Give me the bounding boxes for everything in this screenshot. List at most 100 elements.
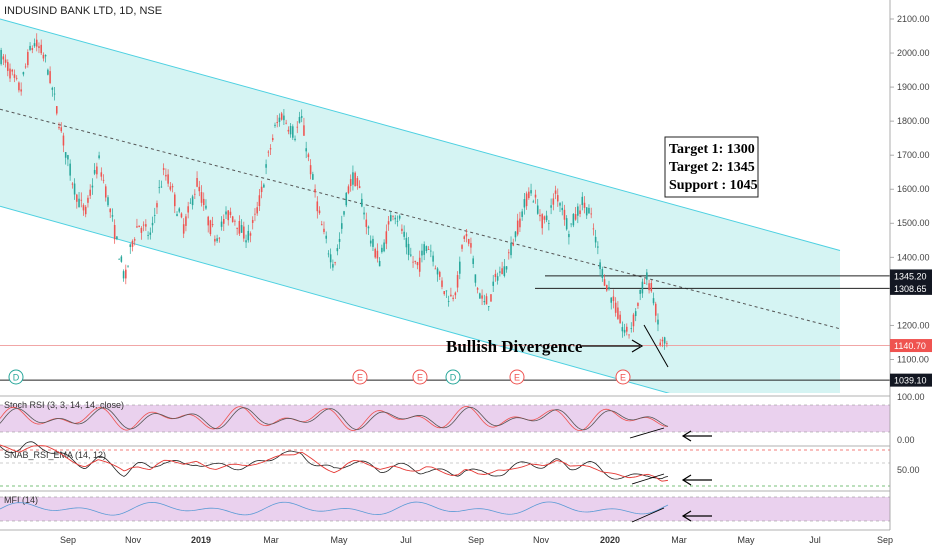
candle [89,184,91,199]
candle [525,191,528,210]
candle [276,115,278,128]
candle-body [545,215,548,221]
candle-body [69,163,71,176]
candle [178,207,181,214]
candle-body [661,339,664,342]
candle-body [608,287,610,290]
candle [38,42,40,54]
candle [171,183,174,193]
candle-body [361,198,363,207]
candle [425,245,428,254]
candle-body [153,215,156,216]
candle-body [398,215,401,219]
candle [40,39,42,56]
candle [109,208,111,218]
candle [223,214,225,232]
event-label: D [450,373,457,383]
candle [663,336,666,350]
candle-body [180,213,183,218]
candle [22,71,25,77]
price-tick-label: 1200.00 [897,320,930,330]
candle [588,204,590,214]
candle-body [205,205,207,209]
candle [325,231,327,244]
time-tick-label: Mar [263,535,279,545]
candle-body [145,224,147,227]
candle-body [127,265,129,267]
candle [601,266,604,282]
price-axis: 2100.00 2000.00 1900.00 1800.00 1700.00 1600.… [889,0,932,530]
candle [207,215,209,233]
indicator-title: SNAB_RSI_EMA (14, 12) [4,450,106,460]
candle-body [136,226,138,228]
candle-body [650,282,653,292]
candle [456,271,459,293]
candle-body [403,231,405,237]
candle-body [325,235,327,239]
event-label: E [357,373,363,383]
candle-body [318,210,321,214]
candle-body [47,69,49,75]
candle [648,279,650,294]
candle [403,225,405,240]
candle-body [603,279,606,286]
candle [398,214,401,221]
candle-body [323,228,325,232]
candle [289,122,292,138]
candle-body [122,271,125,279]
candle [559,202,561,212]
candle-body [294,138,296,141]
candle-body [407,243,410,255]
candle [401,224,403,234]
channel-lower-line [0,205,670,393]
candle-body [162,168,165,170]
candle [180,212,183,219]
candle [80,192,83,208]
time-tick-label: Nov [125,535,142,545]
candle-body [383,242,385,252]
divergence-annotation: Bullish Divergence [446,324,669,368]
candle-body [630,328,633,329]
candle-body [98,155,100,159]
candle [7,59,9,77]
candle [599,259,601,277]
candle [639,289,641,301]
candle [251,216,254,230]
candle-body [191,196,194,206]
candle [111,208,114,222]
candle [581,192,584,211]
candle [332,259,334,271]
candle-body [628,334,630,336]
candle [9,63,11,82]
candle-body [632,314,635,327]
candle [176,211,178,217]
candle-body [597,246,599,248]
candle [492,274,494,293]
candle [381,244,383,254]
candle-body [176,214,178,217]
candle [107,195,109,207]
candle-body [583,202,586,208]
mfi-line [0,501,669,516]
candle [209,219,212,237]
candle-body [27,51,29,66]
candle-body [666,343,668,345]
candle [496,272,499,285]
candle-body [254,213,256,215]
candle-body [496,276,499,281]
candle [376,243,379,263]
candle [131,239,134,252]
candle [619,311,621,324]
candle [263,183,265,188]
price-level-label-0: 1345.20 [894,271,927,281]
candle-body [561,207,564,211]
candle-body [516,220,519,235]
time-tick-label: Jul [400,535,412,545]
candle-body [525,193,528,207]
candle-body [251,219,254,223]
candlestick-series [0,33,668,350]
candle [369,235,372,247]
candle-body [334,262,336,264]
candle-body [231,216,234,223]
candle-body [64,152,67,158]
